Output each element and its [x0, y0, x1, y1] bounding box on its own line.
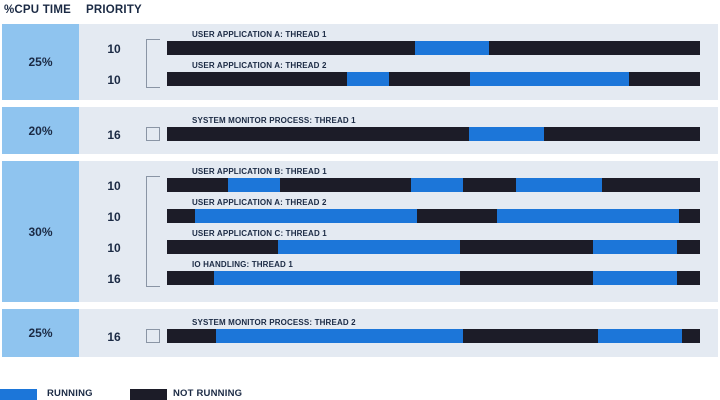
thread-label: USER APPLICATION A: THREAD 2 — [192, 61, 327, 70]
thread-timeline-bar — [167, 178, 700, 192]
thread-bracket — [146, 329, 160, 343]
running-segment — [411, 178, 463, 192]
thread-label: SYSTEM MONITOR PROCESS: THREAD 1 — [192, 116, 356, 125]
thread-priority: 16 — [107, 128, 121, 142]
cpu-group: 20% 16 SYSTEM MONITOR PROCESS: THREAD 1 — [2, 107, 718, 154]
running-segment — [469, 72, 630, 86]
thread-timeline-bar — [167, 240, 700, 254]
running-segment — [194, 209, 418, 223]
thread-priority: 10 — [107, 241, 121, 255]
cpu-time-value: 25% — [2, 309, 79, 357]
thread-timeline-bar — [167, 271, 700, 285]
priority-header: PRIORITY — [86, 4, 142, 16]
cpu-time-value: 20% — [2, 107, 79, 154]
thread-priority: 10 — [107, 210, 121, 224]
legend-running-swatch — [0, 389, 37, 400]
thread-bracket — [146, 176, 160, 287]
thread-label: IO HANDLING: THREAD 1 — [192, 260, 293, 269]
thread-priority: 16 — [107, 272, 121, 286]
cpu-time-value: 30% — [2, 161, 79, 302]
cpu-group: 25% 16 SYSTEM MONITOR PROCESS: THREAD 2 — [2, 309, 718, 357]
cpu-group: 25% 10 USER APPLICATION A: THREAD 1 10 USER … — [2, 24, 718, 100]
legend-not-running-swatch — [130, 389, 167, 400]
thread-bracket — [146, 39, 160, 88]
running-segment — [213, 271, 461, 285]
thread-label: USER APPLICATION A: THREAD 1 — [192, 30, 327, 39]
thread-bracket — [146, 127, 160, 141]
thread-priority: 10 — [107, 42, 121, 56]
running-segment — [277, 240, 461, 254]
thread-label: USER APPLICATION B: THREAD 1 — [192, 167, 327, 176]
thread-priority: 10 — [107, 73, 121, 87]
cpu-time-value: 25% — [2, 24, 79, 100]
running-segment — [216, 329, 464, 343]
thread-timeline-bar — [167, 329, 700, 343]
running-segment — [597, 329, 682, 343]
thread-timeline-bar — [167, 127, 700, 141]
running-segment — [346, 72, 390, 86]
running-segment — [469, 127, 544, 141]
thread-priority: 10 — [107, 179, 121, 193]
running-segment — [414, 41, 489, 55]
thread-timeline-bar — [167, 41, 700, 55]
thread-label: USER APPLICATION C: THREAD 1 — [192, 229, 327, 238]
thread-priority: 16 — [107, 330, 121, 344]
thread-label: SYSTEM MONITOR PROCESS: THREAD 2 — [192, 318, 356, 327]
running-segment — [497, 209, 679, 223]
legend-running-label: RUNNING — [47, 388, 93, 399]
thread-timeline-bar — [167, 209, 700, 223]
cpu-group: 30% 10 USER APPLICATION B: THREAD 1 10 USER … — [2, 161, 718, 302]
running-segment — [593, 240, 678, 254]
thread-label: USER APPLICATION A: THREAD 2 — [192, 198, 327, 207]
cpu-time-header: %CPU TIME — [4, 4, 71, 16]
running-segment — [593, 271, 678, 285]
running-segment — [227, 178, 280, 192]
legend-not-running-label: NOT RUNNING — [173, 388, 243, 399]
running-segment — [516, 178, 602, 192]
thread-timeline-bar — [167, 72, 700, 86]
